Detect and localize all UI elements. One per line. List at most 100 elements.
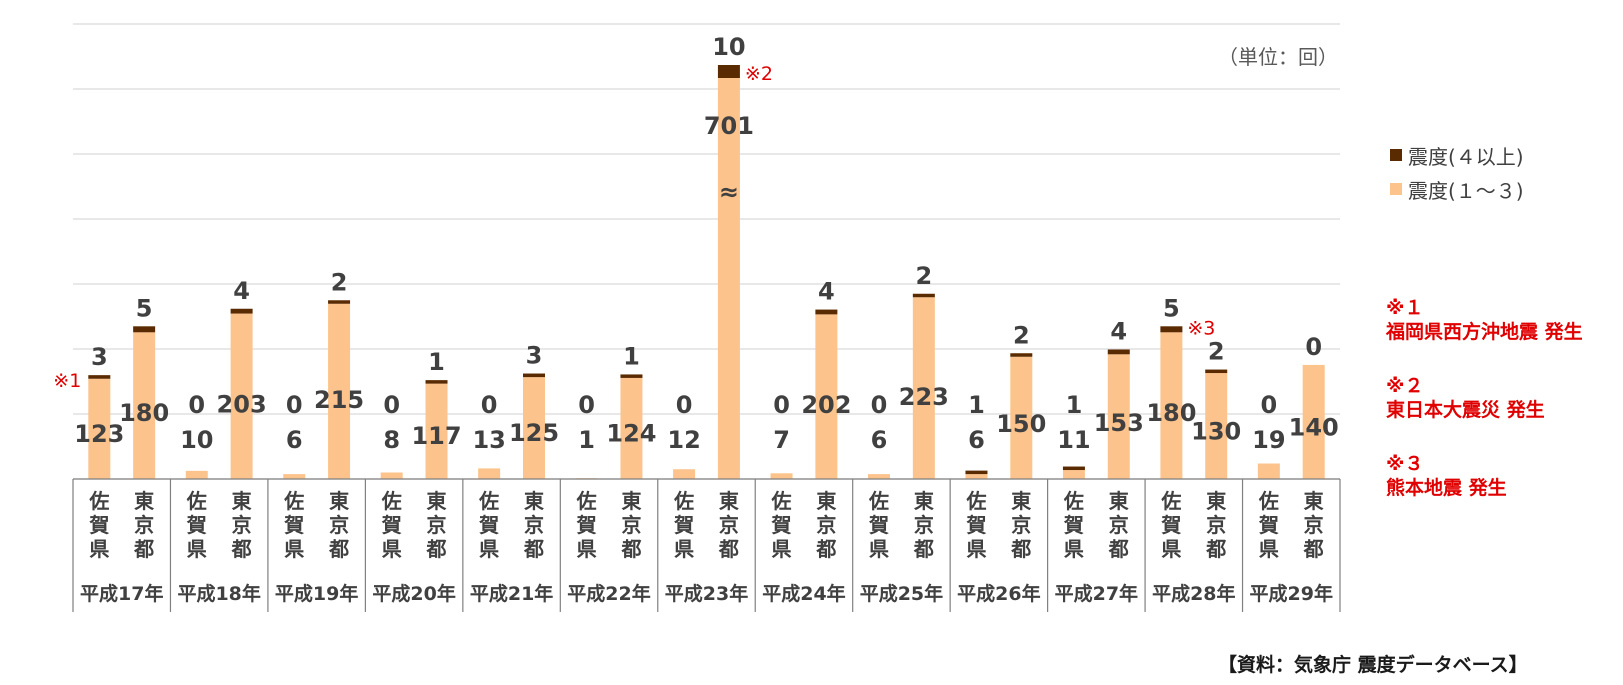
category-label: 東 <box>427 489 447 513</box>
category-label: 都 <box>1205 537 1226 561</box>
bar-shindo-1to3 <box>522 377 545 479</box>
value-label-1to3: 10 <box>180 426 213 454</box>
value-label-1to3: 223 <box>899 383 949 411</box>
note-mark: ※２ <box>1386 375 1424 397</box>
category-label: 東 <box>914 489 934 513</box>
note-mark: ※１ <box>1386 297 1424 319</box>
legend-swatch-light <box>1390 183 1402 195</box>
value-label-4plus: 0 <box>871 391 888 419</box>
category-label: 県 <box>382 537 402 561</box>
category-label: 都 <box>328 537 349 561</box>
category-label: 京 <box>719 513 739 537</box>
category-label: 京 <box>134 513 154 537</box>
category-label: 都 <box>815 537 836 561</box>
value-label-1to3: 140 <box>1289 414 1339 442</box>
value-label-4plus: 0 <box>676 391 693 419</box>
category-label: 佐 <box>381 489 402 513</box>
year-label: 平成22年 <box>567 582 650 605</box>
value-label-4plus: 5 <box>136 294 153 322</box>
bar-shindo-1to3 <box>770 473 793 479</box>
category-label: 県 <box>479 537 499 561</box>
category-label: 賀 <box>283 513 304 537</box>
category-label: 県 <box>577 537 597 561</box>
value-label-1to3: 130 <box>1191 417 1241 445</box>
value-label-4plus: 0 <box>773 391 790 419</box>
category-label: 東 <box>232 489 252 513</box>
value-label-4plus: 5 <box>1163 294 1180 322</box>
year-label: 平成21年 <box>470 582 553 605</box>
bar-shindo-1to3 <box>478 468 501 479</box>
category-label: 賀 <box>1063 513 1084 537</box>
bar-shindo-1to3 <box>283 474 306 479</box>
category-label: 賀 <box>1258 513 1279 537</box>
category-label: 賀 <box>88 513 109 537</box>
bars <box>88 65 1325 479</box>
note-mark: ※３ <box>1386 453 1424 475</box>
bar-shindo-1to3 <box>230 313 253 479</box>
category-label: 都 <box>523 537 544 561</box>
year-label: 平成19年 <box>275 582 358 605</box>
value-label-4plus: 3 <box>526 342 543 370</box>
category-label: 東 <box>1011 489 1031 513</box>
category-label: 都 <box>133 537 154 561</box>
category-label: 東 <box>621 489 641 513</box>
category-label: 賀 <box>1160 513 1181 537</box>
legend-item-shindo-1to3: 震度(１～３) <box>1390 172 1524 206</box>
value-label-1to3: 12 <box>667 426 700 454</box>
category-label: 都 <box>426 537 447 561</box>
category-label: 佐 <box>186 489 207 513</box>
bar-shindo-1to3 <box>1257 463 1280 479</box>
category-label: 東 <box>1206 489 1226 513</box>
value-label-1to3: 203 <box>217 391 267 419</box>
gridlines <box>73 23 1340 480</box>
category-label: 佐 <box>283 489 304 513</box>
note-2: ※２ 東日本大震災 発生 <box>1386 374 1583 422</box>
bar-shindo-1to3 <box>1010 356 1033 479</box>
value-label-4plus: 0 <box>286 391 303 419</box>
category-label: 京 <box>427 513 447 537</box>
category-label: 県 <box>869 537 889 561</box>
x-axis: 佐賀県東京都平成17年佐賀県東京都平成18年佐賀県東京都平成19年佐賀県東京都平… <box>72 478 1341 612</box>
bar-shindo-4plus <box>1205 369 1228 374</box>
category-label: 東 <box>719 489 739 513</box>
value-label-1to3: 150 <box>996 410 1046 438</box>
bar-shindo-1to3 <box>425 383 448 479</box>
category-label: 県 <box>1259 537 1279 561</box>
value-label-4plus: 0 <box>188 391 205 419</box>
axis-break-icon: ≈ <box>719 178 739 206</box>
category-label: 佐 <box>576 489 597 513</box>
category-label: 都 <box>1108 537 1129 561</box>
value-label-4plus: 1 <box>623 342 640 370</box>
category-label: 京 <box>329 513 349 537</box>
category-label: 賀 <box>186 513 207 537</box>
bar-shindo-1to3 <box>1205 373 1228 479</box>
year-label: 平成25年 <box>860 582 943 605</box>
category-label: 東 <box>1109 489 1129 513</box>
category-label: 佐 <box>673 489 694 513</box>
category-label: 京 <box>621 513 641 537</box>
bar-shindo-4plus <box>912 293 935 298</box>
bar-shindo-4plus <box>1062 466 1085 471</box>
category-label: 東 <box>816 489 836 513</box>
year-label: 平成20年 <box>372 582 455 605</box>
bar-shindo-1to3 <box>912 297 935 479</box>
category-label: 京 <box>1304 513 1324 537</box>
value-label-4plus: 0 <box>1305 333 1322 361</box>
category-label: 東 <box>524 489 544 513</box>
value-label-4plus: 3 <box>91 343 108 371</box>
category-label: 東 <box>329 489 349 513</box>
bar-shindo-1to3 <box>815 314 838 479</box>
category-label: 都 <box>913 537 934 561</box>
category-label: 賀 <box>478 513 499 537</box>
category-label: 佐 <box>1258 489 1279 513</box>
category-label: 賀 <box>381 513 402 537</box>
category-label: 佐 <box>1160 489 1181 513</box>
value-label-1to3: 123 <box>74 420 124 448</box>
legend-label: 震度(４以上) <box>1408 144 1524 169</box>
value-label-1to3: 6 <box>968 426 985 454</box>
category-label: 賀 <box>771 513 792 537</box>
bar-shindo-4plus <box>522 373 545 378</box>
year-label: 平成17年 <box>80 582 163 605</box>
